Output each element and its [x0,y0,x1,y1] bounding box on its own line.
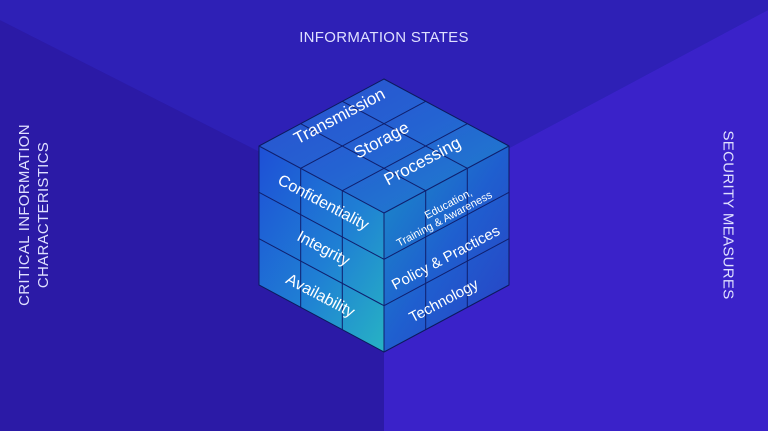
axis-right-label: SECURITY MEASURES [719,130,737,300]
axis-left-line-1: CRITICAL INFORMATION [16,124,33,306]
cube-right-face [384,146,509,352]
axis-left-line-2: CHARACTERISTICS [35,141,52,289]
axis-information-states: INFORMATION STATES [299,29,469,46]
left-wall [0,20,384,431]
right-wall [384,10,768,431]
cube-left-face [259,146,384,352]
cube-grid-lines [258,78,510,353]
